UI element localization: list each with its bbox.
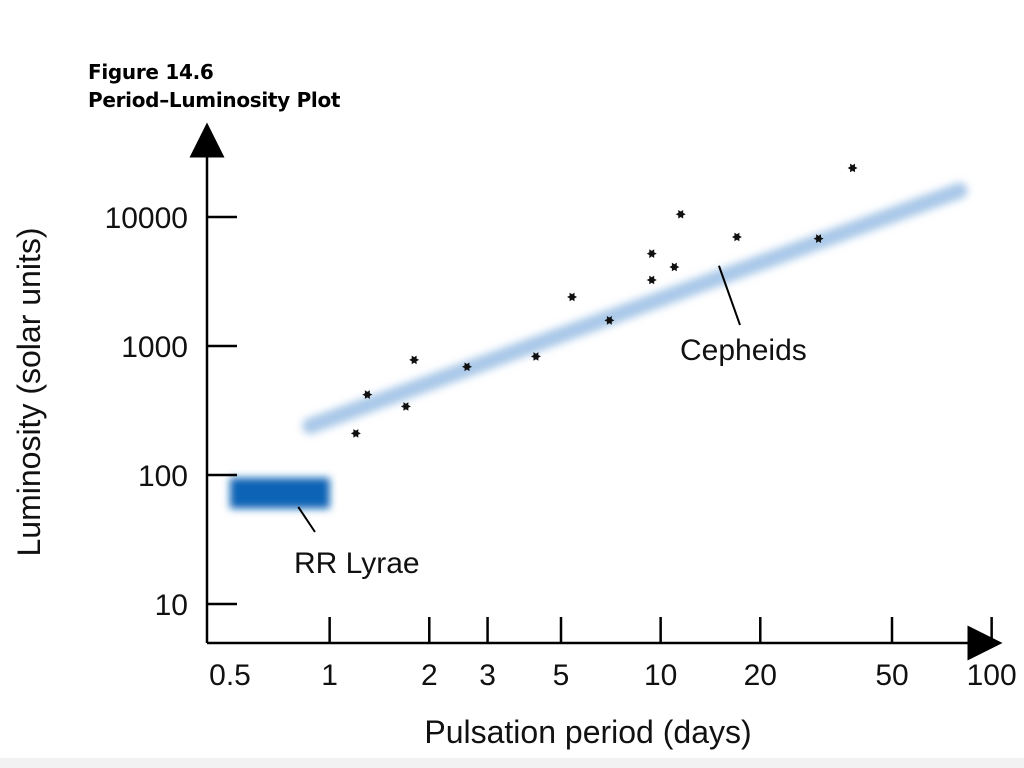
y-tick-label: 10000 — [105, 202, 188, 235]
rr-lyrae-label: RR Lyrae — [294, 547, 420, 580]
y-tick-label: 100 — [138, 460, 188, 493]
cepheid-data-point — [362, 390, 373, 399]
figure-title: Figure 14.6 Period–Luminosity Plot — [88, 58, 341, 114]
x-tick-label: 20 — [744, 659, 777, 692]
cepheid-data-point — [530, 352, 541, 361]
cepheid-data-point — [646, 249, 657, 258]
figure-number: Figure 14.6 — [88, 60, 214, 84]
x-tick-label: 5 — [553, 659, 570, 692]
cepheid-data-point — [847, 163, 858, 173]
rr-lyrae-leader-line — [297, 506, 316, 533]
cepheid-data-point — [462, 362, 472, 372]
cepheid-data-point — [409, 355, 420, 365]
x-tick-label: 1 — [321, 659, 338, 692]
y-tick-label: 1000 — [121, 331, 188, 364]
cepheids-label: Cepheids — [680, 334, 807, 367]
cepheid-trend-band — [302, 182, 968, 434]
x-tick-label: 3 — [479, 659, 496, 692]
cepheid-data-point — [675, 209, 686, 219]
y-tick-label: 10 — [155, 589, 188, 622]
cepheid-data-point — [731, 232, 742, 242]
cepheid-data-point — [813, 234, 824, 243]
cepheid-data-point — [669, 262, 680, 272]
cepheid-data-point — [350, 429, 361, 438]
x-tick-label: 100 — [967, 659, 1017, 692]
cepheids-leader-line — [717, 265, 741, 326]
cepheid-data-point — [646, 275, 657, 285]
cepheid-data-point — [567, 292, 578, 302]
x-tick-label: 0.5 — [209, 659, 251, 692]
figure-caption: Period–Luminosity Plot — [88, 88, 341, 112]
cepheid-data-point — [400, 402, 411, 411]
x-tick-label: 50 — [875, 659, 908, 692]
x-tick-label: 10 — [644, 659, 677, 692]
bottom-band — [0, 758, 1024, 768]
cepheid-data-point — [604, 316, 615, 325]
x-tick-label: 2 — [421, 659, 438, 692]
rr-lyrae-region — [230, 477, 330, 509]
y-axis-label: Luminosity (solar units) — [11, 228, 47, 557]
x-axis-label: Pulsation period (days) — [424, 714, 751, 750]
